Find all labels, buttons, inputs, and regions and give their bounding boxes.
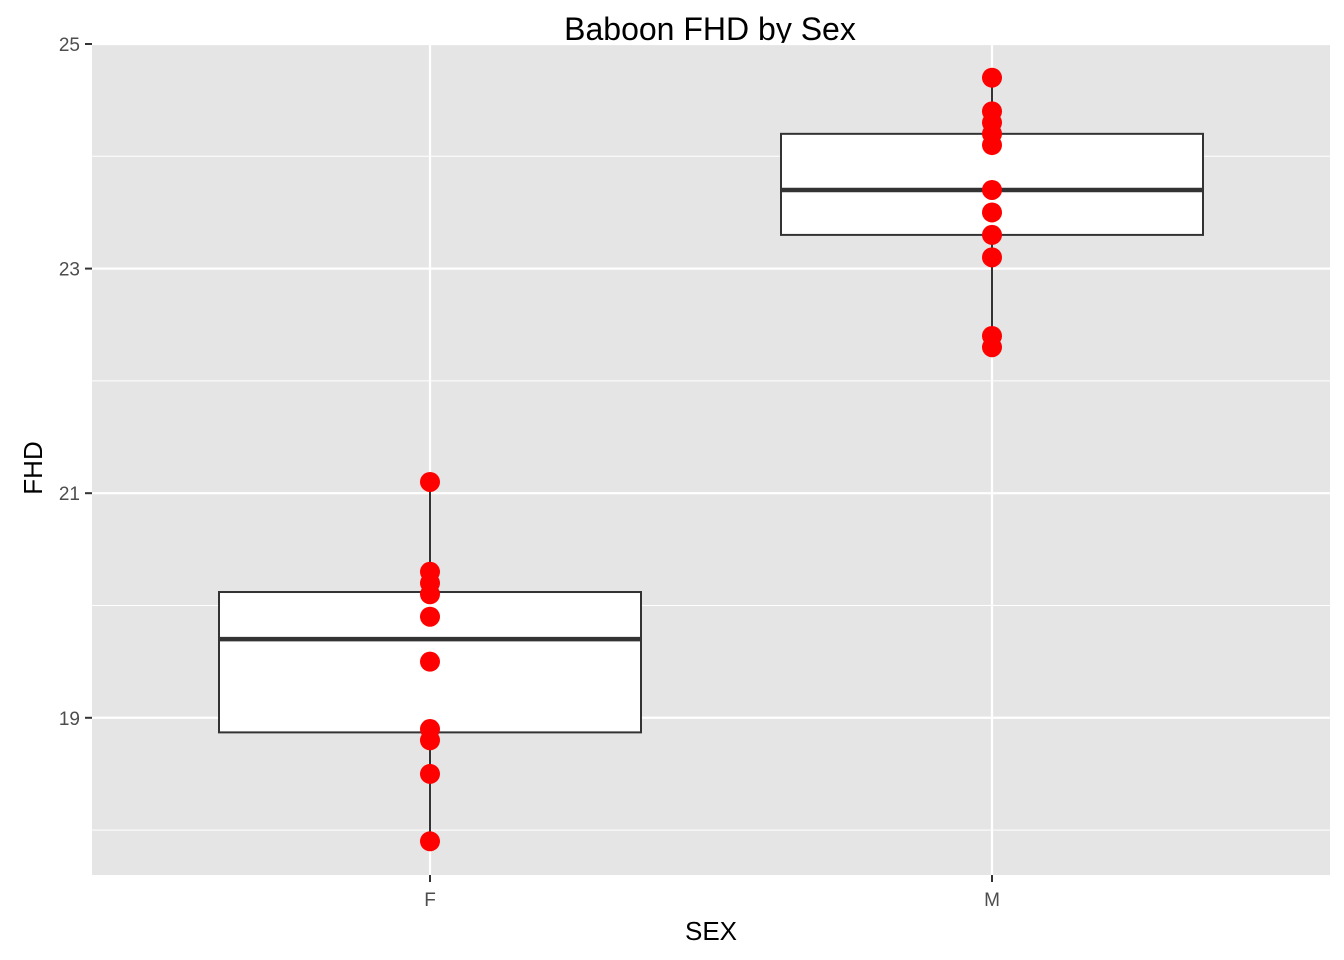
data-point [420,831,440,852]
data-point [420,651,440,672]
y-tick-label: 21 [59,484,80,505]
data-point [982,67,1002,88]
y-axis-title: FHD [18,441,48,494]
x-tick-label: F [424,890,436,911]
data-point [982,224,1002,245]
chart-title: Baboon FHD by Sex [564,11,856,47]
data-point [982,202,1002,223]
y-tick-label: 25 [59,35,80,56]
y-axis: 19 21 23 25 [59,35,92,730]
data-point [982,179,1002,200]
data-point [420,730,440,751]
data-point [982,135,1002,156]
data-point [982,247,1002,268]
y-tick-label: 23 [59,260,80,281]
data-point [982,337,1002,358]
x-axis-title: SEX [685,916,737,946]
points [420,67,1002,852]
data-point [420,606,440,627]
x-tick-label: M [984,890,1000,911]
y-tick-label: 19 [59,709,80,730]
data-point [420,471,440,492]
data-point [420,584,440,605]
data-point [420,763,440,784]
